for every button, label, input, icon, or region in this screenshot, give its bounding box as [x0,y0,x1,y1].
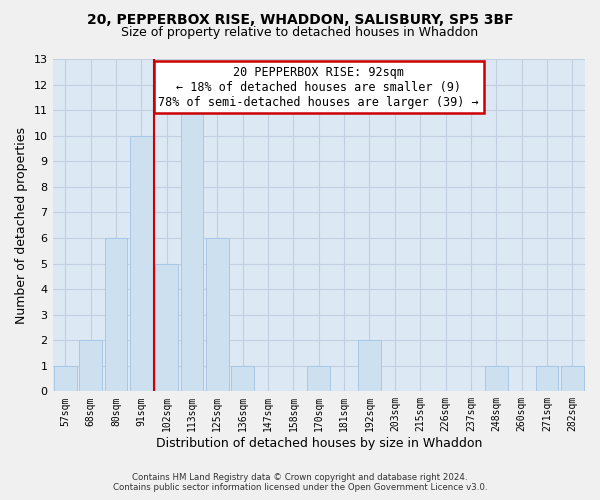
Bar [485,366,508,392]
Bar [104,238,127,392]
X-axis label: Distribution of detached houses by size in Whaddon: Distribution of detached houses by size … [155,437,482,450]
Bar [206,238,229,392]
Bar [307,366,330,392]
Bar [536,366,559,392]
Y-axis label: Number of detached properties: Number of detached properties [15,126,28,324]
Bar [181,110,203,392]
Bar [54,366,77,392]
Bar [561,366,584,392]
Text: Size of property relative to detached houses in Whaddon: Size of property relative to detached ho… [121,26,479,39]
Bar [155,264,178,392]
Bar [231,366,254,392]
Bar [358,340,381,392]
Text: 20, PEPPERBOX RISE, WHADDON, SALISBURY, SP5 3BF: 20, PEPPERBOX RISE, WHADDON, SALISBURY, … [86,12,514,26]
Text: 20 PEPPERBOX RISE: 92sqm
← 18% of detached houses are smaller (9)
78% of semi-de: 20 PEPPERBOX RISE: 92sqm ← 18% of detach… [158,66,479,108]
Text: Contains HM Land Registry data © Crown copyright and database right 2024.
Contai: Contains HM Land Registry data © Crown c… [113,473,487,492]
Bar [130,136,152,392]
Bar [79,340,102,392]
